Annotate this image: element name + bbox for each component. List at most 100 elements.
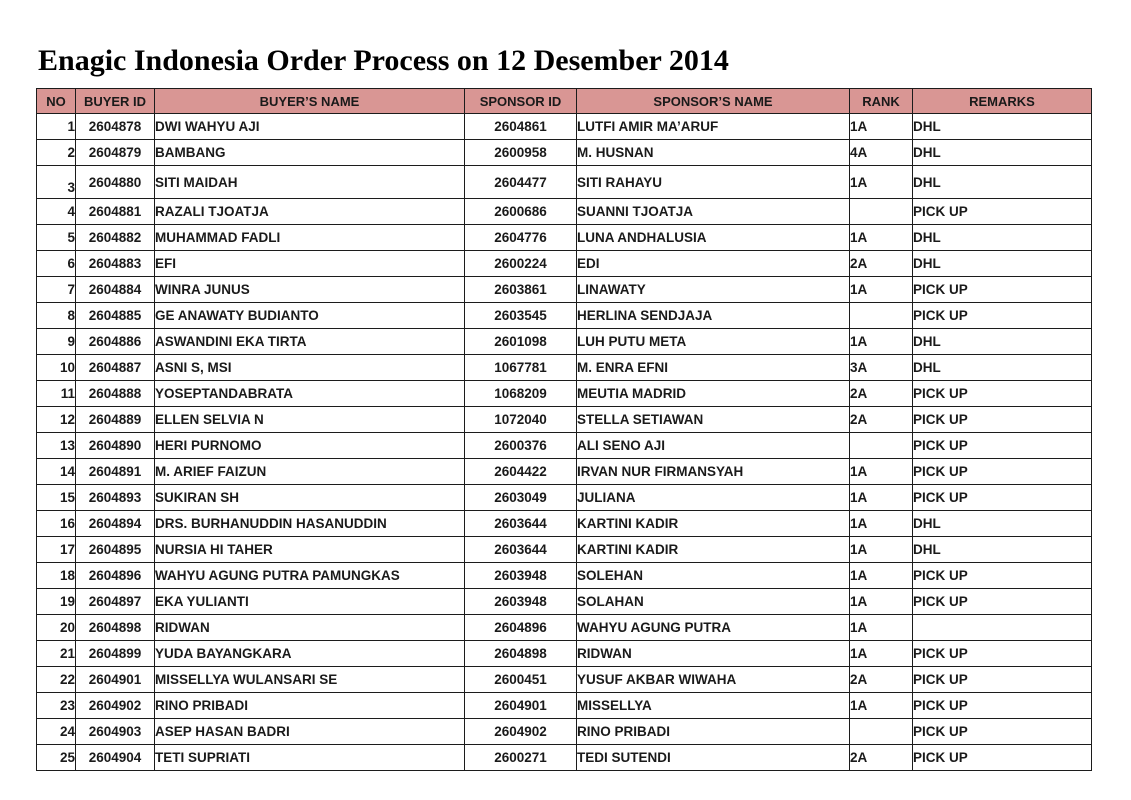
column-header: NO	[36, 88, 76, 114]
table-cell: 2604901	[75, 666, 155, 693]
table-cell: 2604880	[75, 165, 155, 199]
table-cell: 7	[36, 276, 76, 303]
table-cell: 6	[36, 250, 76, 277]
table-cell: 21	[36, 640, 76, 667]
table-cell: 2604890	[75, 432, 155, 459]
table-cell: 2604879	[75, 139, 155, 166]
table-cell: 2604899	[75, 640, 155, 667]
table-cell: 19	[36, 588, 76, 615]
column-header: REMARKS	[912, 88, 1092, 114]
table-row: 3 2604880 SITI MAIDAH 2604477 SITI RAHAYU 1A D…	[36, 165, 1092, 199]
table-cell: KARTINI KADIR	[576, 536, 850, 563]
table-row: 4 2604881 RAZALI TJOATJA 2600686 SUANNI TJOA…	[36, 198, 1092, 225]
table-cell: 1A	[849, 562, 913, 589]
table-cell: 2604902	[75, 692, 155, 719]
column-header: BUYER’S NAME	[154, 88, 465, 114]
table-row: 9 2604886 ASWANDINI EKA TIRTA 2601098 LUH PU…	[36, 328, 1092, 355]
table-cell: 4	[36, 198, 76, 225]
table-cell: EKA YULIANTI	[154, 588, 465, 615]
table-cell: SUANNI TJOATJA	[576, 198, 850, 225]
table-cell: DWI WAHYU AJI	[154, 113, 465, 140]
table-cell: DHL	[912, 510, 1092, 537]
table-row: 22 2604901 MISSELLYA WULANSARI SE 2600451 YU…	[36, 666, 1092, 693]
table-cell: 13	[36, 432, 76, 459]
table-cell: STELLA SETIAWAN	[576, 406, 850, 433]
table-cell: 25	[36, 744, 76, 771]
table-cell: GE ANAWATY BUDIANTO	[154, 302, 465, 329]
table-cell: 3A	[849, 354, 913, 381]
table-cell: TEDI SUTENDI	[576, 744, 850, 771]
table-cell: NURSIA HI TAHER	[154, 536, 465, 563]
table-cell: 20	[36, 614, 76, 641]
table-cell: SOLEHAN	[576, 562, 850, 589]
table-cell: PICK UP	[912, 692, 1092, 719]
table-cell: DHL	[912, 139, 1092, 166]
table-cell	[849, 302, 913, 329]
table-cell: 1	[36, 113, 76, 140]
table-cell: DHL	[912, 536, 1092, 563]
table-cell: 2600224	[464, 250, 577, 277]
table-cell: ASWANDINI EKA TIRTA	[154, 328, 465, 355]
table-cell: PICK UP	[912, 718, 1092, 745]
table-cell: RINO PRIBADI	[154, 692, 465, 719]
table-row: 6 2604883 EFI 2600224 EDI 2A DHL	[36, 250, 1092, 277]
table-cell: HERLINA SENDJAJA	[576, 302, 850, 329]
table-cell: RIDWAN	[154, 614, 465, 641]
table-cell: 5	[36, 224, 76, 251]
table-cell: 16	[36, 510, 76, 537]
table-cell: 2604887	[75, 354, 155, 381]
table-cell: 4A	[849, 139, 913, 166]
table-cell: 14	[36, 458, 76, 485]
table-cell: 10	[36, 354, 76, 381]
table-cell: MISSELLYA WULANSARI SE	[154, 666, 465, 693]
column-header: SPONSOR’S NAME	[576, 88, 850, 114]
table-cell: 2604878	[75, 113, 155, 140]
table-cell: 2600451	[464, 666, 577, 693]
table-cell: M. ENRA EFNI	[576, 354, 850, 381]
table-cell: 2600958	[464, 139, 577, 166]
table-cell: 2604901	[464, 692, 577, 719]
table-cell: PICK UP	[912, 198, 1092, 225]
table-cell: MEUTIA MADRID	[576, 380, 850, 407]
column-header: SPONSOR ID	[464, 88, 577, 114]
table-cell: 23	[36, 692, 76, 719]
table-cell: RINO PRIBADI	[576, 718, 850, 745]
table-row: 12 2604889 ELLEN SELVIA N 1072040 STELLA SET…	[36, 406, 1092, 433]
table-row: 19 2604897 EKA YULIANTI 2603948 SOLAHAN 1A PIC…	[36, 588, 1092, 615]
table-cell: 1A	[849, 224, 913, 251]
table-cell: DHL	[912, 354, 1092, 381]
table-row: 17 2604895 NURSIA HI TAHER 2603644 KARTINI K…	[36, 536, 1092, 563]
table-cell: LUNA ANDHALUSIA	[576, 224, 850, 251]
table-cell: ALI SENO AJI	[576, 432, 850, 459]
table-cell: RAZALI TJOATJA	[154, 198, 465, 225]
table-cell: ASEP HASAN BADRI	[154, 718, 465, 745]
table-cell: 2604904	[75, 744, 155, 771]
table-cell: SOLAHAN	[576, 588, 850, 615]
table-cell: WAHYU AGUNG PUTRA PAMUNGKAS	[154, 562, 465, 589]
table-cell: WINRA JUNUS	[154, 276, 465, 303]
table-cell: 2604776	[464, 224, 577, 251]
table-cell: PICK UP	[912, 744, 1092, 771]
table-cell	[849, 432, 913, 459]
table-cell: DRS. BURHANUDDIN HASANUDDIN	[154, 510, 465, 537]
table-row: 20 2604898 RIDWAN 2604896 WAHYU AGUNG PUTRA 1…	[36, 614, 1092, 641]
table-cell: 1A	[849, 614, 913, 641]
table-cell: 2604896	[464, 614, 577, 641]
table-cell: 2A	[849, 380, 913, 407]
table-cell: DHL	[912, 328, 1092, 355]
table-cell: 18	[36, 562, 76, 589]
table-cell: SITI RAHAYU	[576, 165, 850, 199]
table-cell: 2604861	[464, 113, 577, 140]
table-cell: 3	[36, 165, 76, 199]
table-cell: 9	[36, 328, 76, 355]
table-cell: LUTFI AMIR MA’ARUF	[576, 113, 850, 140]
table-row: 18 2604896 WAHYU AGUNG PUTRA PAMUNGKAS 2603…	[36, 562, 1092, 589]
table-cell: 2A	[849, 666, 913, 693]
table-cell: 2600271	[464, 744, 577, 771]
page-title: Enagic Indonesia Order Process on 12 Des…	[38, 44, 729, 77]
table-cell: PICK UP	[912, 666, 1092, 693]
table-cell: 1067781	[464, 354, 577, 381]
table-cell: 1A	[849, 640, 913, 667]
table-row: 24 2604903 ASEP HASAN BADRI 2604902 RINO PRI…	[36, 718, 1092, 745]
table-cell: MUHAMMAD FADLI	[154, 224, 465, 251]
